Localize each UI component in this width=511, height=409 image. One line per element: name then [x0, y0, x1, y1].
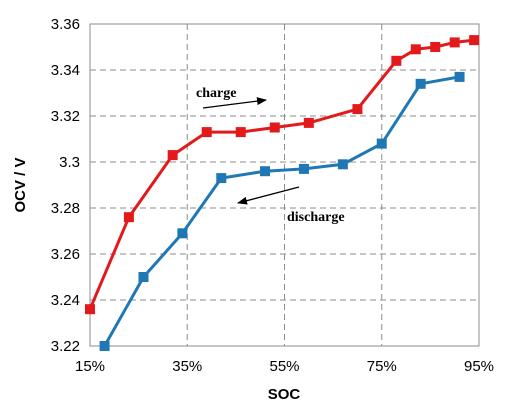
data-point-charge	[469, 35, 480, 46]
data-point-discharge	[260, 166, 271, 177]
data-point-charge	[269, 122, 280, 133]
data-point-discharge	[454, 71, 465, 82]
y-tick-label: 3.22	[51, 338, 80, 355]
data-point-charge	[391, 55, 402, 66]
annotation-charge-label: charge	[196, 86, 236, 101]
data-point-discharge	[337, 159, 348, 170]
y-tick-label: 3.24	[51, 292, 80, 309]
series-layer	[85, 35, 480, 351]
x-tick-label: 55%	[269, 358, 299, 375]
grid-layer	[90, 24, 479, 346]
plot-frame	[89, 23, 480, 347]
y-tick-label: 3.28	[51, 200, 80, 217]
y-tick-label: 3.26	[51, 246, 80, 263]
series-line-discharge	[103, 75, 460, 347]
data-point-discharge	[177, 228, 188, 239]
x-tick-label: 75%	[367, 358, 397, 375]
data-point-discharge	[415, 78, 426, 89]
data-point-charge	[410, 44, 421, 55]
data-point-charge	[303, 117, 314, 128]
y-tick-label: 3.32	[51, 108, 80, 125]
y-axis-title: OCV / V	[12, 157, 29, 212]
x-tick-label: 15%	[75, 358, 105, 375]
data-point-discharge	[298, 163, 309, 174]
annotation-discharge-label: discharge	[287, 210, 345, 225]
series-charge	[85, 35, 480, 315]
y-tick-label: 3.34	[51, 62, 80, 79]
annotation-discharge-arrow	[237, 186, 300, 205]
x-axis-title: SOC	[268, 386, 301, 403]
series-discharge	[99, 71, 465, 351]
data-point-charge	[449, 37, 460, 48]
tick-label-layer: 3.22 3.24 3.26 3.28 3.3 3.32 3.34 3.36 15% 35% 55%…	[51, 16, 494, 375]
annotation-charge-arrow	[202, 97, 267, 109]
data-point-discharge	[216, 173, 227, 184]
x-tick-label: 35%	[172, 358, 202, 375]
y-tick-label: 3.3	[59, 154, 80, 171]
data-point-discharge	[376, 138, 387, 149]
data-point-charge	[430, 42, 441, 52]
data-point-charge	[123, 212, 134, 223]
data-point-charge	[352, 104, 363, 115]
data-point-charge	[85, 304, 95, 315]
data-point-charge	[201, 127, 212, 138]
data-point-charge	[235, 127, 246, 138]
data-point-charge	[167, 150, 178, 161]
x-tick-label: 95%	[464, 358, 494, 375]
y-tick-label: 3.36	[51, 16, 80, 33]
data-point-discharge	[99, 341, 110, 351]
data-point-discharge	[138, 272, 149, 282]
